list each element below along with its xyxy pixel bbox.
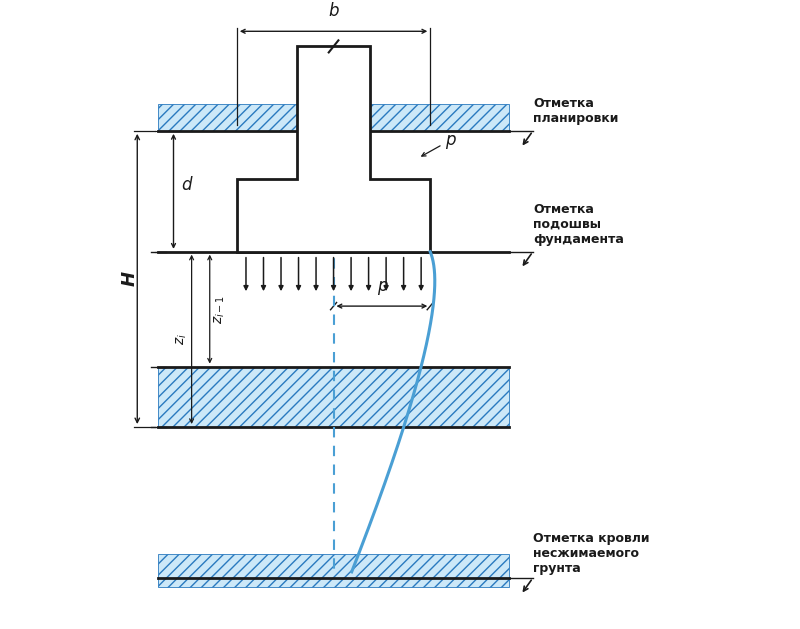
Text: d: d [181,176,191,194]
Text: Отметка кровли
несжимаемого
грунта: Отметка кровли несжимаемого грунта [533,532,650,575]
Text: Отметка
планировки: Отметка планировки [533,97,618,125]
Polygon shape [237,47,430,252]
Text: p: p [377,277,387,295]
Text: p: p [422,131,456,156]
Text: Отметка
подошвы
фундамента: Отметка подошвы фундамента [533,203,624,246]
Text: H: H [121,271,139,286]
Bar [158,367,509,427]
Bar [158,554,509,587]
Bar [158,104,298,131]
Bar [370,104,509,131]
Text: $z_{i-1}$: $z_{i-1}$ [213,294,227,324]
Text: b: b [328,3,339,20]
Text: $z_i$: $z_i$ [174,333,189,345]
